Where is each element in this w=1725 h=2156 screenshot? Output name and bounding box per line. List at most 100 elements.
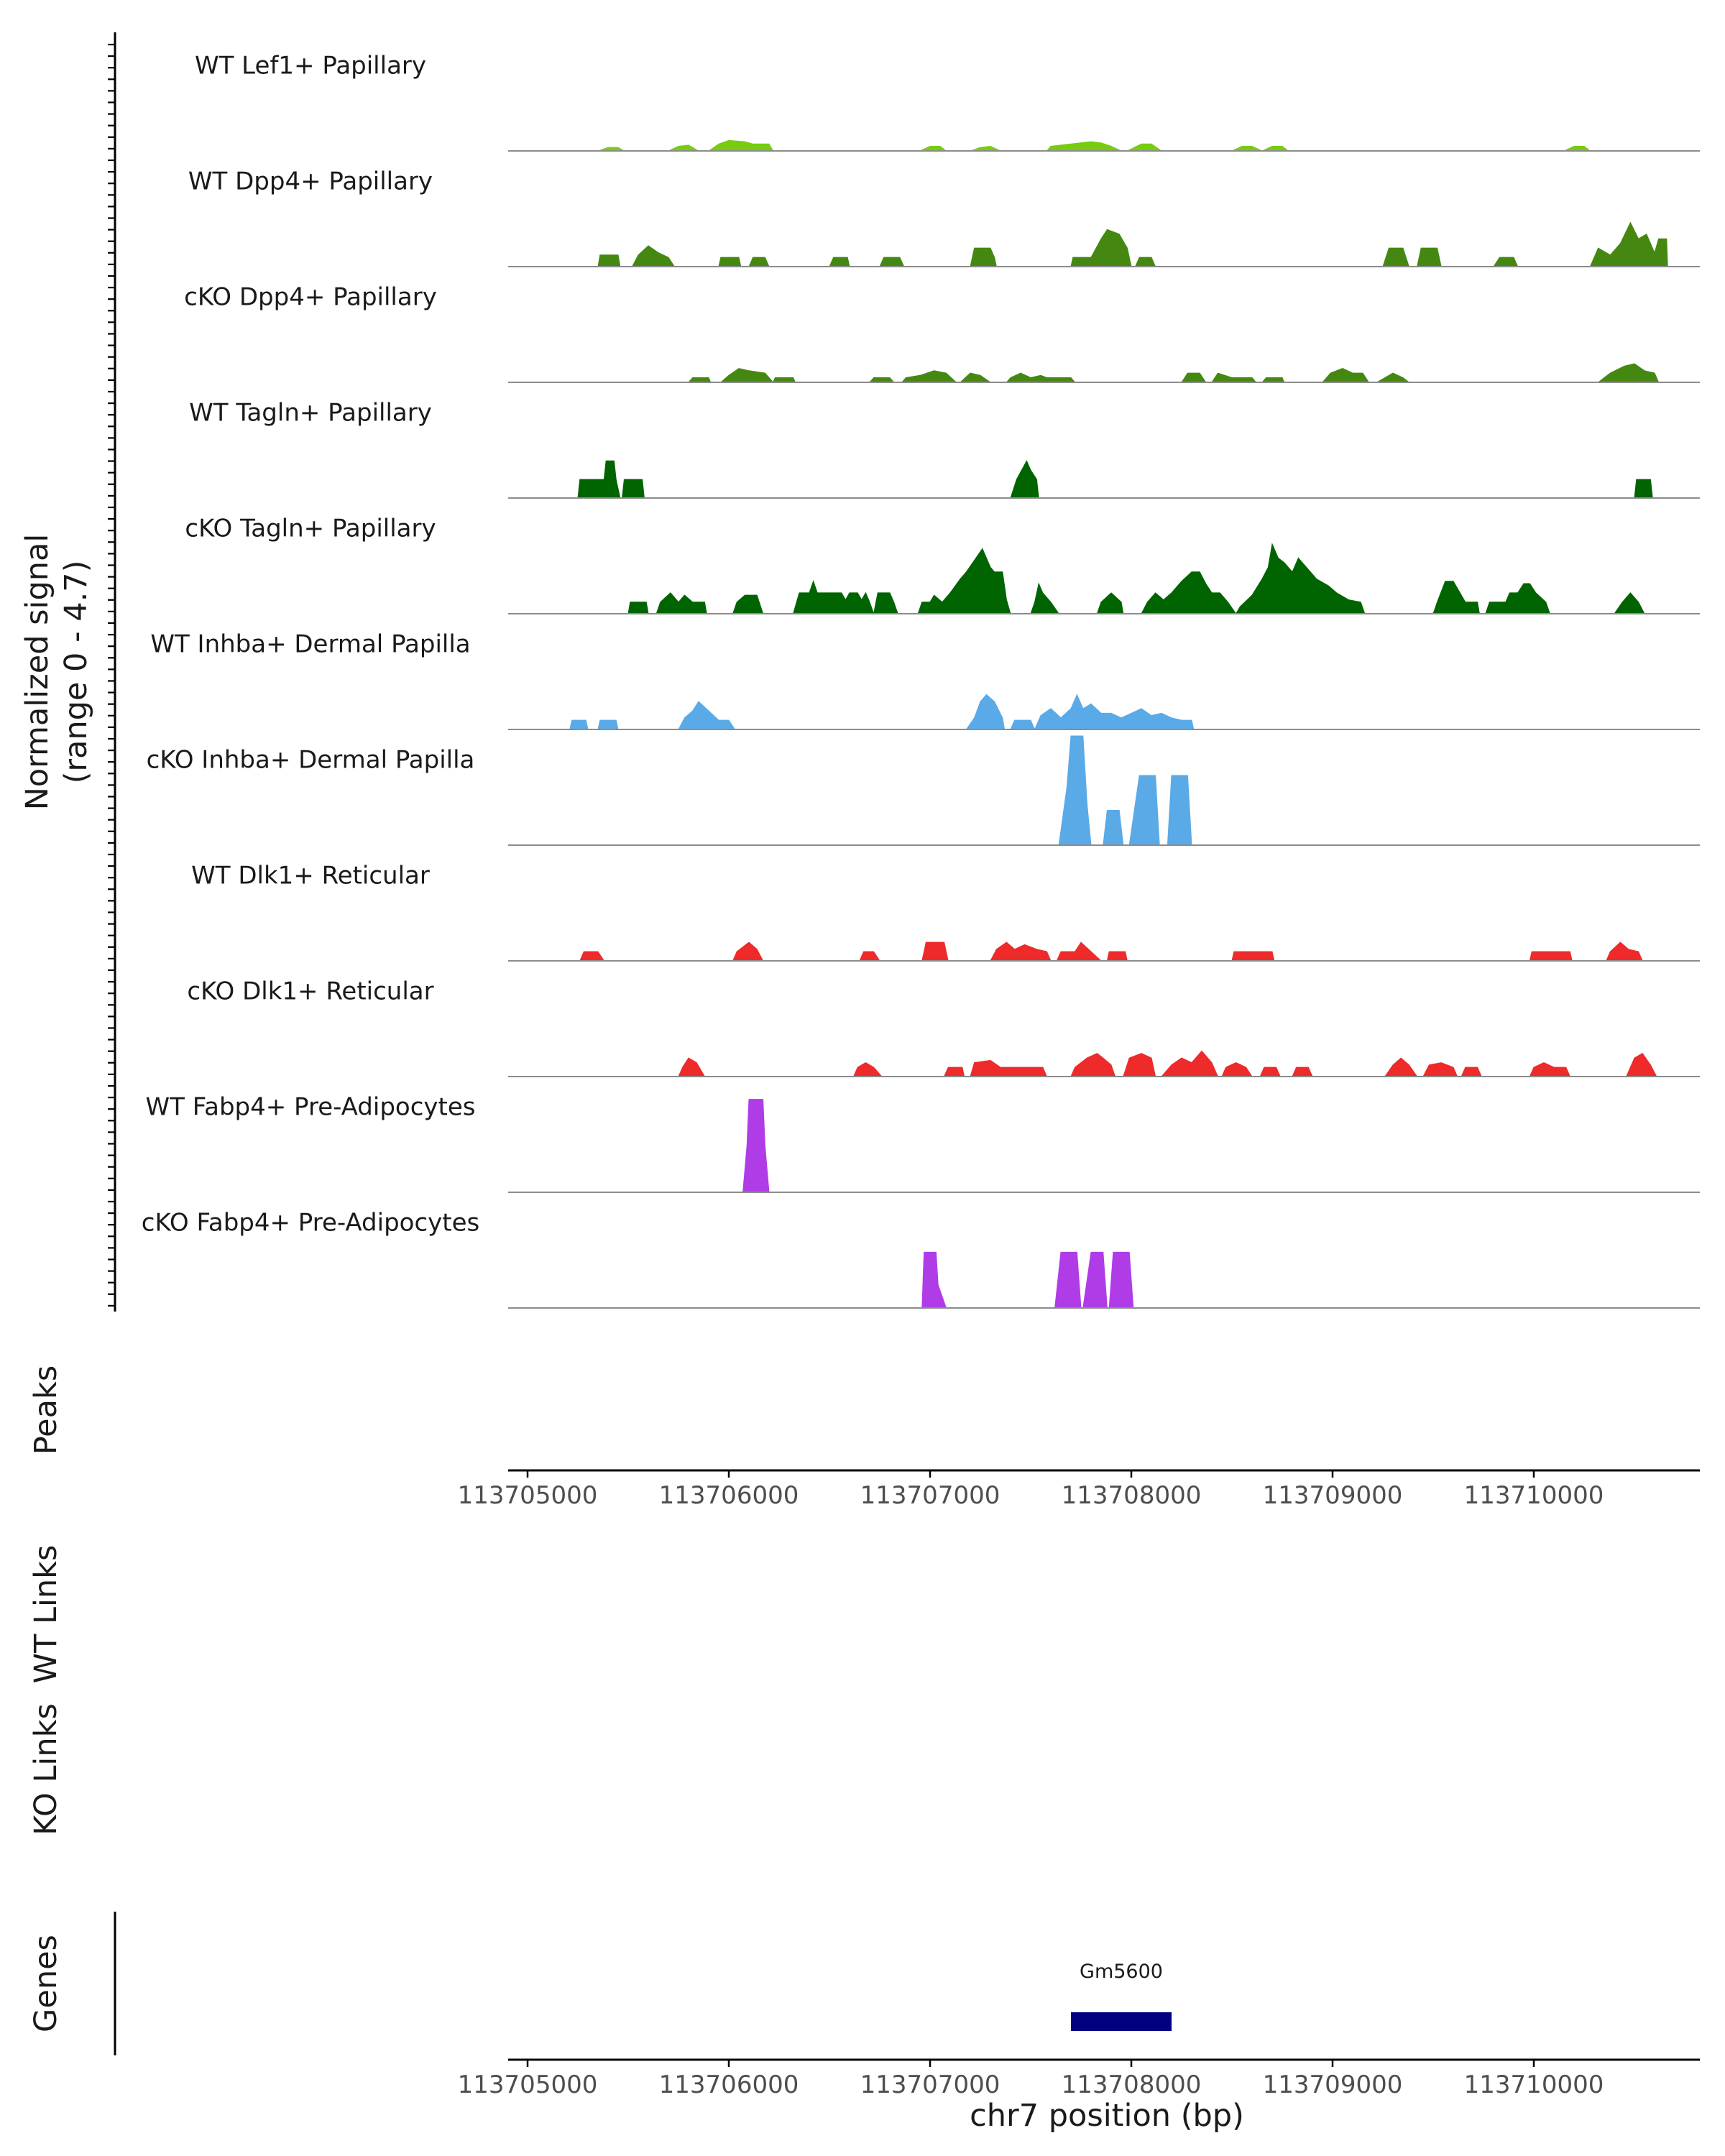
coverage-area [1134,257,1156,267]
coverage-area [959,372,992,383]
coverage-area [707,139,774,152]
coverage-area [970,247,998,267]
coverage-area [965,694,1006,730]
coverage-area [668,144,700,152]
coverage-area [879,257,905,267]
coverage-area [1485,583,1551,614]
coverage-area [1416,247,1442,267]
coverage-area [597,254,621,267]
track-label: WT Fabp4+ Pre-Adipocytes [146,1092,476,1121]
coverage-area [656,592,707,614]
track-label: WT Inhba+ Dermal Papilla [150,630,470,658]
coverage-area [1597,363,1660,383]
coverage-track: cKO Inhba+ Dermal Papilla [147,735,1700,846]
coverage-area [1106,951,1128,962]
x-tick-label: 113706000 [659,1481,799,1510]
coverage-area [678,1057,706,1077]
coverage-area [622,479,645,499]
coverage-area [732,594,764,614]
coverage-area [1460,1067,1482,1077]
y-axis-label-line2: (range 0 - 4.7) [58,561,94,784]
coverage-area [1127,143,1163,152]
coverage-area [569,719,589,730]
coverage-area [859,951,880,962]
genes-panel-label: Genes [28,1935,64,2032]
coverage-area [631,245,676,267]
coverage-area [943,1067,965,1077]
peaks-panel: Peaks 113705000 113706000 113707000 11370800… [28,1365,1700,1510]
track-label: cKO Dlk1+ Reticular [187,977,433,1005]
coverage-area [1030,582,1060,614]
y-axis-label-line1: Normalized signal [19,534,55,811]
coverage-area [1493,257,1519,267]
coverage-area [718,257,742,267]
coverage-area [1103,810,1124,846]
coverage-area [1292,1067,1313,1077]
track-label: cKO Fabp4+ Pre-Adipocytes [142,1208,480,1237]
x-axis-title: chr7 position (bp) [970,2098,1244,2134]
coverage-track: cKO Fabp4+ Pre-Adipocytes [142,1208,1700,1309]
coverage-area [1529,951,1573,962]
coverage-area [1096,592,1124,614]
coverage-track: WT Inhba+ Dermal Papilla [150,630,1700,730]
coverage-area [1070,1053,1116,1077]
genes-panel: Genes Gm5600 113705000 113706000 113707000 11… [28,1912,1700,2134]
coverage-area [1108,1251,1134,1309]
coverage-area [917,548,1011,614]
coverage-area [1046,141,1122,152]
coverage-area [921,941,949,962]
y-axis-label: Normalized signal (range 0 - 4.7) [19,534,94,811]
peaks-panel-label: Peaks [28,1365,64,1455]
coverage-area [1231,951,1275,962]
coverage-area [901,370,957,383]
x-tick-label: 113710000 [1464,1481,1604,1510]
coverage-area [1034,694,1195,730]
coverage-area [1167,775,1192,846]
ko-links-label: KO Links [28,1703,64,1835]
coverage-area [627,602,649,614]
x-tick-label: 113710000 [1464,2070,1604,2099]
coverage-area [1056,941,1103,962]
x-tick-label: 113709000 [1263,2070,1403,2099]
coverage-area [1259,1067,1281,1077]
coverage-area [990,941,1052,962]
x-tick-label: 113707000 [860,2070,1000,2099]
x-tick-label: 113708000 [1062,1481,1202,1510]
coverage-area [1070,229,1132,267]
coverage-area [1141,571,1237,614]
coverage-area [1128,775,1160,846]
track-label: WT Dlk1+ Reticular [191,861,430,890]
track-label: cKO Dpp4+ Papillary [184,282,437,311]
coverage-track: WT Dlk1+ Reticular [191,861,1700,962]
coverage-area [970,1059,1048,1077]
x-tick-label: 113706000 [659,2070,799,2099]
coverage-area [1529,1062,1571,1077]
coverage-area [792,580,875,614]
coverage-track: cKO Dlk1+ Reticular [187,977,1700,1077]
coverage-area [1181,372,1207,383]
coverage-track: WT Dpp4+ Papillary [188,167,1700,267]
coverage-track: WT Fabp4+ Pre-Adipocytes [146,1092,1700,1193]
track-label: WT Tagln+ Papillary [189,398,432,427]
x-tick-label: 113705000 [458,1481,598,1510]
gene-body [1071,2012,1172,2031]
track-label: cKO Tagln+ Papillary [185,514,436,543]
coverage-area [1614,592,1645,614]
coverage-area [1382,247,1410,267]
wt-links-panel-label: WT Links [28,1545,64,1684]
wt-links-label: WT Links [28,1545,64,1684]
coverage-area [1634,479,1653,499]
coverage-area [1010,460,1039,499]
coverage-area [1626,1053,1657,1077]
coverage-area [1211,372,1257,383]
coverage-area [1160,1050,1219,1077]
coverage-area [921,1251,947,1309]
track-label: WT Dpp4+ Papillary [188,167,433,195]
coverage-area [1432,581,1480,614]
coverage-area [1058,735,1092,846]
coverage-panel: Normalized signal (range 0 - 4.7) WT Lef1+… [19,32,1700,1312]
ko-links-panel-label: KO Links [28,1703,64,1835]
coverage-area [1321,368,1370,383]
coverage-area [1006,372,1076,383]
